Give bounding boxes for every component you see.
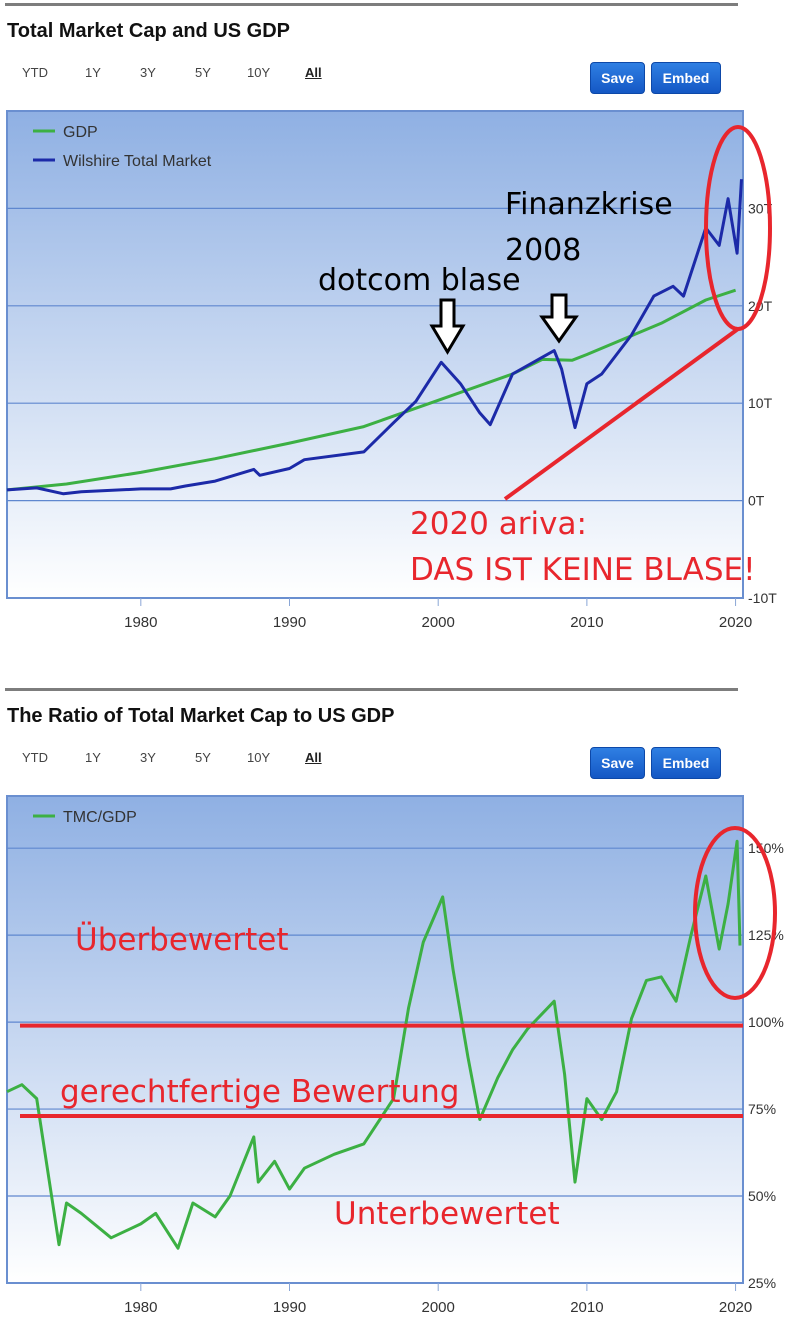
embed-button[interactable]: Embed — [651, 747, 721, 779]
y-tick-label: 50% — [748, 1188, 776, 1204]
annotation-finanzkrise: Finanzkrise — [505, 187, 673, 222]
range-5y[interactable]: 5Y — [195, 750, 211, 765]
y-tick-label: 30T — [748, 200, 773, 216]
range-5y[interactable]: 5Y — [195, 65, 211, 80]
y-tick-label: 125% — [748, 927, 784, 943]
y-tick-label: 25% — [748, 1275, 776, 1291]
panel-divider — [5, 688, 738, 691]
embed-button[interactable]: Embed — [651, 62, 721, 94]
annotation-dotcom: dotcom blase — [318, 263, 521, 298]
plot-area — [6, 795, 744, 1284]
legend-label-wilshire[interactable]: Wilshire Total Market — [63, 153, 212, 170]
range-ytd[interactable]: YTD — [22, 65, 48, 80]
x-tick-label: 2020 — [719, 614, 752, 631]
series-line-tmc-gdp[interactable] — [6, 839, 742, 1250]
x-tick-label: 1980 — [124, 1299, 157, 1316]
market-cap-panel: Total Market Cap and US GDP YTD 1Y 3Y 5Y… — [0, 0, 798, 640]
y-tick-label: 150% — [748, 840, 784, 856]
x-tick-label: 1980 — [124, 614, 157, 631]
x-tick-label: 2010 — [570, 614, 603, 631]
annotation-keine-blase: DAS IST KEINE BLASE! — [410, 552, 756, 588]
arrow-down-icon — [429, 298, 466, 355]
legend-label-gdp[interactable]: GDP — [63, 124, 98, 141]
ratio-panel: The Ratio of Total Market Cap to US GDP … — [0, 685, 798, 1328]
x-tick-label: 1990 — [273, 614, 306, 631]
y-tick-label: 0T — [748, 493, 765, 509]
annotation-2020-ariva: 2020 ariva: — [410, 506, 587, 542]
save-button[interactable]: Save — [590, 62, 645, 94]
annotation-gerechtfertigt: gerechtfertige Bewertung — [60, 1074, 459, 1110]
range-1y[interactable]: 1Y — [85, 65, 101, 80]
annotation-2008: 2008 — [505, 233, 581, 268]
x-tick-label: 2020 — [719, 1299, 752, 1316]
series-line-gdp[interactable] — [6, 288, 737, 492]
x-tick-label: 2000 — [422, 614, 455, 631]
trend-arrow-line — [503, 327, 740, 501]
legend-label-tmc-gdp[interactable]: TMC/GDP — [63, 809, 137, 826]
x-tick-label: 2010 — [570, 1299, 603, 1316]
y-tick-label: -10T — [748, 590, 777, 606]
range-3y[interactable]: 3Y — [140, 65, 156, 80]
range-1y[interactable]: 1Y — [85, 750, 101, 765]
legend: GDP Wilshire Total Market — [33, 124, 212, 170]
range-all[interactable]: All — [305, 65, 322, 80]
x-tick-label: 2000 — [422, 1299, 455, 1316]
panel-title: The Ratio of Total Market Cap to US GDP — [7, 705, 395, 727]
x-tick-label: 1990 — [273, 1299, 306, 1316]
range-3y[interactable]: 3Y — [140, 750, 156, 765]
y-tick-label: 75% — [748, 1101, 776, 1117]
range-ytd[interactable]: YTD — [22, 750, 48, 765]
range-all[interactable]: All — [305, 750, 322, 765]
panel-divider — [5, 3, 738, 6]
range-10y[interactable]: 10Y — [247, 65, 271, 80]
panel-title: Total Market Cap and US GDP — [7, 20, 291, 42]
y-tick-label: 100% — [748, 1014, 784, 1030]
plot-area — [6, 110, 744, 599]
ratio-chart: 25% 50% 75% 100% 125% 150% 1980 1990 2000 2010 20… — [6, 795, 784, 1316]
series-line-wilshire-total-market[interactable] — [6, 179, 743, 496]
save-button[interactable]: Save — [590, 747, 645, 779]
arrow-down-icon — [539, 293, 579, 344]
legend: TMC/GDP — [33, 809, 137, 826]
annotation-ueberbewertet: Überbewertet — [75, 921, 289, 958]
range-10y[interactable]: 10Y — [247, 750, 271, 765]
annotation-unterbewertet: Unterbewertet — [334, 1196, 560, 1232]
highlight-circle — [693, 826, 777, 1000]
y-tick-label: 10T — [748, 395, 773, 411]
